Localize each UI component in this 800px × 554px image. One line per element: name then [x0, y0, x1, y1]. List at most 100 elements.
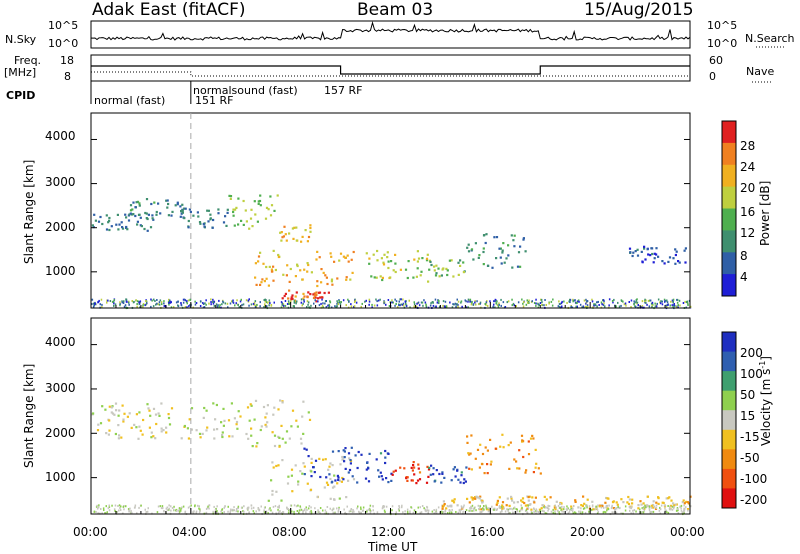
power-cbar-tick-12: 12: [740, 226, 756, 240]
velocity-echo-region-2: [267, 455, 356, 502]
velocity-colorbar-swatch: [722, 449, 736, 470]
velocity-ytick-1000: 1000: [45, 470, 76, 484]
power-echo-region-5: [254, 249, 355, 288]
power-echo-region-0: [91, 213, 155, 232]
nsearch-label: N.Search: [745, 32, 795, 45]
power-cbar-tick-16: 16: [740, 205, 756, 219]
xtick-0000: 00:00: [73, 525, 108, 539]
cpid-mode-2-id: 157 RF: [324, 84, 363, 97]
power-colorbar-swatch: [722, 186, 736, 209]
power-cbar-tick-24: 24: [740, 160, 756, 174]
cpid-mode-2-name: normalsound (fast): [193, 84, 298, 97]
nave-tick-bottom: 0: [709, 70, 716, 83]
power-colorbar-swatch: [722, 142, 736, 166]
power-ytick-1000: 1000: [45, 264, 76, 278]
vel-cbar-tick-neg50: -50: [740, 451, 760, 465]
velocity-colorbar-swatch: [722, 351, 736, 372]
beam-title: Beam 03: [357, 0, 434, 20]
velocity-ytick-3000: 3000: [45, 381, 76, 395]
xtick-0800: 08:00: [272, 525, 307, 539]
nsky-label: N.Sky: [5, 33, 37, 46]
vel-cbar-tick-50: 50: [740, 388, 756, 402]
velocity-echo-region-4: [391, 461, 431, 485]
freq-unit: [MHz]: [4, 66, 37, 79]
velocity-colorbar-swatch: [722, 410, 736, 431]
velocity-colorbar-swatch: [722, 468, 736, 489]
freq-tick-top: 18: [60, 54, 74, 67]
power-ytick-3000: 3000: [45, 175, 76, 189]
velocity-echo-region-3: [303, 446, 393, 484]
power-echo-region-4: [279, 224, 312, 243]
velocity-echo-region-5: [428, 464, 468, 485]
velocity-panel-bg: [91, 318, 690, 514]
xtick-1600: 16:00: [470, 525, 505, 539]
xtick-2400: 00:00: [670, 525, 705, 539]
vel-cbar-tick-100: 100: [740, 367, 763, 381]
cpid-mode-1-name: normal (fast): [94, 94, 166, 107]
power-colorbar-frame: [721, 120, 737, 297]
power-colorbar-swatch: [722, 121, 736, 144]
velocity-colorbar-swatch: [722, 429, 736, 450]
freq-series-line: [91, 65, 690, 75]
power-cbar-label: Power [dB]: [758, 180, 772, 246]
vel-cbar-tick-neg200: -200: [740, 493, 768, 507]
power-echo-region-9: [466, 233, 527, 269]
power-ylabel: Slant Range [km]: [22, 159, 36, 264]
vel-cbar-tick-neg15: -15: [740, 430, 760, 444]
power-cbar-tick-28: 28: [740, 139, 756, 153]
power-echo-region-6: [281, 289, 330, 303]
xtick-2000: 20:00: [570, 525, 605, 539]
power-echo-region-10: [628, 245, 687, 265]
power-cbar-tick-20: 20: [740, 181, 756, 195]
xtick-0400: 04:00: [172, 525, 207, 539]
velocity-echo-region-0: [91, 402, 231, 440]
nsky-series-line: [90, 20, 691, 41]
power-cbar-tick-8: 8: [740, 249, 748, 263]
velocity-near-range-band: [93, 504, 692, 516]
nsearch-tick-top: 10^5: [707, 19, 738, 32]
xtick-1200: 12:00: [371, 525, 406, 539]
velocity-ytick-2000: 2000: [45, 426, 76, 440]
nsky-tick-top: 10^5: [48, 19, 79, 32]
cpid-label: CPID: [6, 89, 36, 102]
date-title: 15/Aug/2015: [584, 0, 694, 20]
velocity-colorbar-swatch: [722, 332, 736, 353]
power-ytick-4000: 4000: [45, 129, 76, 143]
power-cbar-tick-4: 4: [740, 270, 748, 284]
station-title: Adak East (fitACF): [92, 0, 246, 20]
power-echo-region-2: [179, 208, 229, 229]
power-colorbar-swatch: [722, 208, 736, 231]
power-echo-region-3: [228, 194, 279, 230]
power-echo-region-7: [365, 249, 430, 283]
velocity-echo-region-1: [230, 399, 312, 448]
velocity-colorbar-swatch: [722, 488, 736, 509]
power-echo-region-8: [428, 259, 466, 278]
vel-cbar-tick-neg100: -100: [740, 472, 768, 486]
power-ytick-2000: 2000: [45, 220, 76, 234]
nsky-tick-bottom: 10^0: [48, 37, 79, 50]
velocity-colorbar-swatch: [722, 371, 736, 392]
freq-label: Freq.: [14, 54, 42, 67]
velocity-colorbar-swatch: [722, 390, 736, 411]
freq-panel-frame: [90, 54, 691, 82]
power-colorbar-swatch: [722, 274, 736, 297]
power-colorbar-swatch: [722, 164, 736, 188]
velocity-colorbar-frame: [721, 331, 737, 509]
power-colorbar-swatch: [722, 230, 736, 253]
xlabel-time-ut: Time UT: [368, 540, 418, 554]
vel-cbar-tick-200: 200: [740, 346, 763, 360]
power-colorbar-swatch: [722, 252, 736, 275]
vel-cbar-tick-15: 15: [740, 409, 756, 423]
velocity-echo-region-6: [466, 433, 542, 475]
nave-tick-top: 60: [709, 54, 723, 67]
nsky-panel-frame: [90, 20, 691, 49]
velocity-cbar-label: Velocity [m s-1]: [758, 356, 773, 446]
velocity-ytick-4000: 4000: [45, 335, 76, 349]
cpid-mode-1-id: 151 RF: [195, 94, 234, 107]
nave-label: Nave: [746, 65, 775, 78]
nsearch-tick-bottom: 10^0: [707, 37, 738, 50]
freq-tick-bottom: 8: [64, 70, 71, 83]
power-near-range-band: [91, 298, 692, 310]
velocity-ylabel: Slant Range [km]: [22, 363, 36, 468]
